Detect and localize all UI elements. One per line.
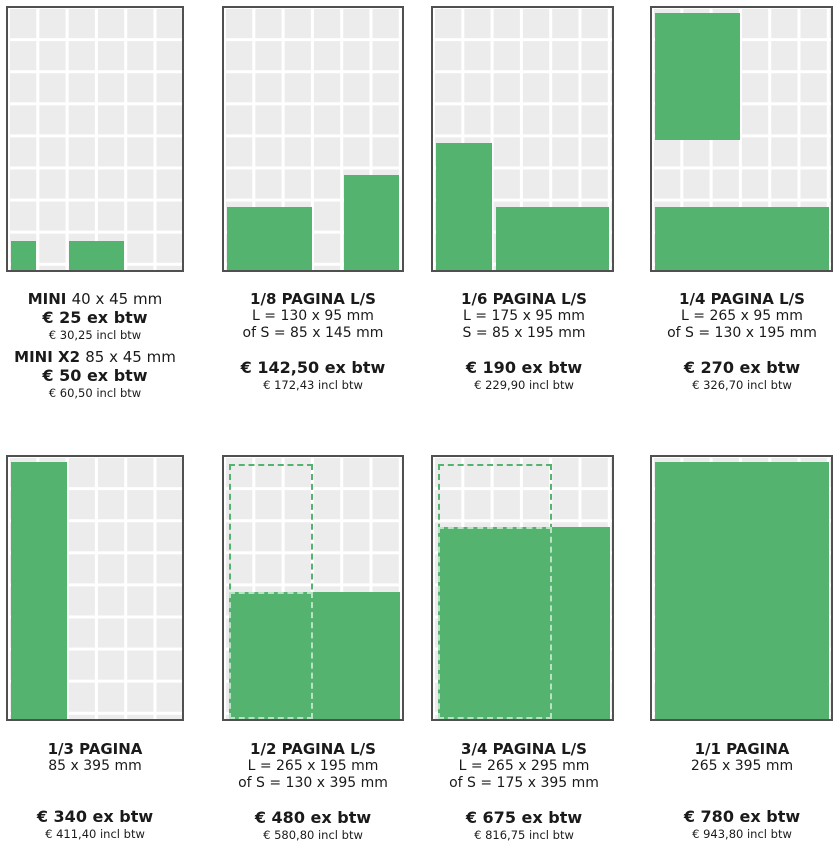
ad-block-full — [655, 462, 829, 719]
format-price-incl: € 411,40 incl btw — [45, 826, 145, 841]
format-price: € 270 ex btw — [683, 358, 801, 378]
format-dimension-l: L = 265 x 195 mm — [247, 758, 379, 775]
ad-outline-half-overlap — [229, 592, 313, 719]
ad-block-quarter-portrait — [655, 13, 740, 140]
layout-diagram-full — [650, 455, 833, 721]
format-dimensions: 40 x 45 mm — [71, 290, 163, 308]
format-price: € 675 ex btw — [465, 808, 583, 828]
layout-diagram-sixth — [431, 6, 614, 272]
format-info-sixth: 1/6 PAGINA L/S L = 175 x 95 mm S = 85 x … — [424, 290, 624, 392]
ad-block-third — [11, 462, 67, 719]
format-price-incl-x2: € 60,50 incl btw — [48, 385, 142, 400]
format-price: € 142,50 ex btw — [240, 358, 386, 378]
format-price-incl: € 172,43 incl btw — [263, 377, 363, 392]
format-dimension-l: L = 265 x 295 mm — [458, 758, 590, 775]
format-info-eighth: 1/8 PAGINA L/S L = 130 x 95 mm of S = 85… — [213, 290, 413, 392]
format-dimension-l: L = 265 x 95 mm — [681, 308, 803, 325]
format-dimensions-x2: 85 x 45 mm — [85, 347, 176, 366]
format-title: 1/2 PAGINA L/S — [250, 740, 376, 758]
ad-block-half-landscape — [229, 592, 400, 719]
ad-block-mini — [11, 241, 36, 270]
format-price-incl: € 816,75 incl btw — [474, 827, 574, 842]
format-title: 1/8 PAGINA L/S — [250, 290, 376, 308]
format-price-incl: € 580,80 incl btw — [263, 827, 363, 842]
format-dimension-l: L = 130 x 95 mm — [252, 308, 374, 325]
ad-block-eighth-portrait — [344, 175, 399, 270]
format-dimension-s: S = 85 x 195 mm — [462, 325, 586, 342]
format-price: € 780 ex btw — [683, 807, 801, 827]
layout-diagram-three-quarter — [431, 455, 614, 721]
format-title: 1/1 PAGINA — [694, 740, 790, 758]
layout-diagram-eighth — [222, 6, 404, 272]
format-dimension-s: of S = 130 x 195 mm — [667, 325, 817, 342]
format-title: 1/4 PAGINA L/S — [679, 290, 805, 308]
format-info-full: 1/1 PAGINA 265 x 395 mm € 780 ex btw € 9… — [642, 740, 840, 841]
layout-diagram-third — [6, 455, 184, 721]
format-price-incl: € 229,90 incl btw — [474, 377, 574, 392]
format-info-quarter: 1/4 PAGINA L/S L = 265 x 95 mm of S = 13… — [642, 290, 840, 392]
ad-block-eighth-landscape — [227, 207, 312, 270]
format-info-half: 1/2 PAGINA L/S L = 265 x 195 mm of S = 1… — [213, 740, 413, 842]
layout-diagram-mini — [6, 6, 184, 272]
format-info-three-quarter: 3/4 PAGINA L/S L = 265 x 295 mm of S = 1… — [424, 740, 624, 842]
format-title: 1/6 PAGINA L/S — [461, 290, 587, 308]
format-dimension-s: of S = 175 x 395 mm — [449, 775, 599, 792]
format-price: € 480 ex btw — [254, 808, 372, 828]
format-price-incl: € 30,25 incl btw — [48, 327, 142, 342]
format-title: MINI — [27, 290, 67, 308]
format-title: 3/4 PAGINA L/S — [461, 740, 587, 758]
format-price: € 190 ex btw — [465, 358, 583, 378]
ad-outline-three-quarter-overlap — [438, 527, 552, 719]
format-price-incl: € 326,70 incl btw — [692, 377, 792, 392]
format-info-third: 1/3 PAGINA 85 x 395 mm € 340 ex btw € 41… — [0, 740, 195, 841]
ad-block-quarter-landscape — [655, 207, 829, 270]
format-dimension: 85 x 395 mm — [48, 758, 142, 775]
format-dimension: 265 x 395 mm — [690, 758, 794, 775]
layout-diagram-half — [222, 455, 404, 721]
format-price-incl: € 943,80 incl btw — [692, 826, 792, 841]
ad-block-mini-x2 — [69, 241, 124, 270]
format-title: 1/3 PAGINA — [47, 740, 143, 758]
format-price: € 340 ex btw — [36, 807, 154, 827]
ad-block-three-quarter-landscape — [438, 527, 610, 719]
ad-block-sixth-landscape — [496, 207, 609, 270]
format-price-x2: € 50 ex btw — [42, 366, 148, 386]
format-price: € 25 ex btw — [42, 308, 148, 328]
format-dimension-s: of S = 85 x 145 mm — [242, 325, 384, 342]
ad-block-sixth-portrait — [436, 143, 492, 270]
format-title-x2: MINI X2 — [14, 347, 81, 366]
format-info-mini: MINI 40 x 45 mm € 25 ex btw € 30,25 incl… — [0, 290, 195, 400]
layout-diagram-quarter — [650, 6, 833, 272]
format-dimension-l: L = 175 x 95 mm — [463, 308, 585, 325]
format-dimension-s: of S = 130 x 395 mm — [238, 775, 388, 792]
